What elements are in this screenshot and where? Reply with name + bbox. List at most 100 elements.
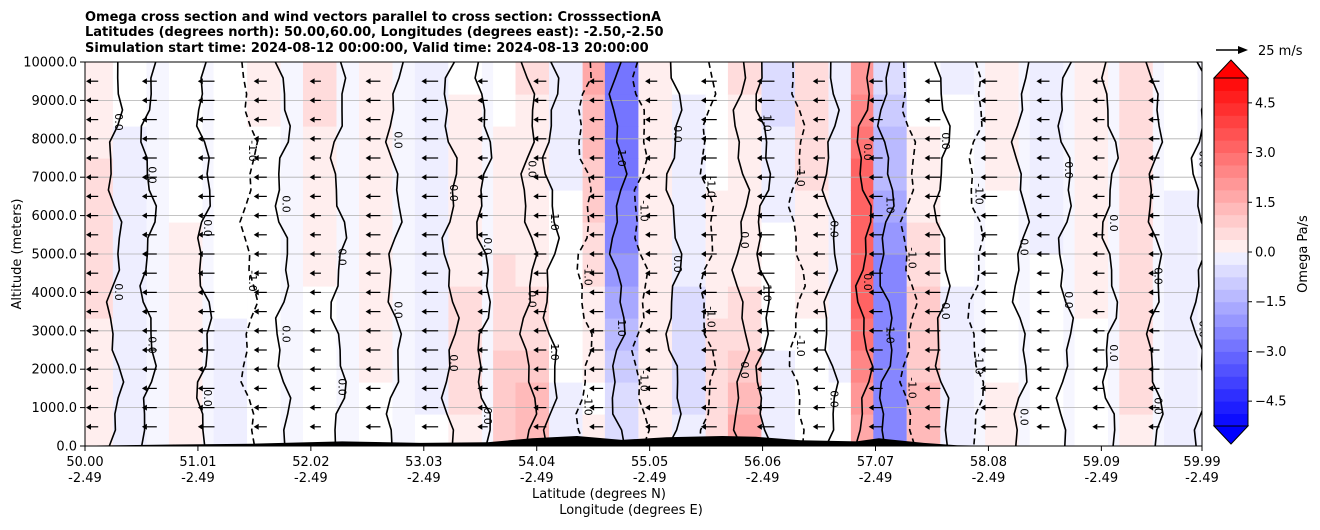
- contour-label: -1.0: [704, 306, 717, 327]
- omega-cell: [303, 350, 337, 383]
- omega-cell: [1074, 286, 1109, 319]
- colorbar-segment: [1214, 115, 1248, 129]
- y-tick-label: 6000.0: [32, 209, 78, 224]
- wind-vector-head: [756, 116, 762, 123]
- wind-vector-head: [589, 212, 595, 219]
- x-tick-label-latitude: 54.04: [518, 455, 555, 470]
- omega-cell: [940, 222, 974, 255]
- wind-vector-head: [868, 423, 874, 430]
- contour-label: 0.0: [1196, 150, 1209, 168]
- omega-cell: [672, 318, 706, 351]
- omega-cell: [113, 158, 147, 191]
- colorbar-segment: [1214, 339, 1248, 352]
- wind-vector-head: [924, 174, 930, 181]
- omega-cell: [1164, 222, 1198, 255]
- omega-cell: [549, 254, 583, 287]
- x-tick-label-longitude: -2.49: [633, 471, 667, 486]
- contour-label: 0.0: [335, 248, 348, 266]
- wind-vector-head: [253, 212, 259, 219]
- wind-vector-head: [1148, 212, 1154, 219]
- omega-cell: [1119, 158, 1153, 191]
- wind-vector-head: [309, 327, 315, 334]
- wind-vector-head: [533, 423, 539, 430]
- wind-vector-head: [533, 270, 539, 277]
- omega-cell: [940, 318, 974, 351]
- x-tick-label-latitude: 56.06: [744, 455, 781, 470]
- wind-vector-head: [309, 135, 315, 142]
- wind-vector-head: [924, 155, 930, 161]
- wind-vector-head: [812, 327, 818, 334]
- omega-cell: [414, 190, 449, 223]
- wind-vector-head: [645, 366, 651, 373]
- contour-line: [899, 62, 919, 446]
- wind-vector-head: [253, 231, 259, 238]
- wind-vector-head: [589, 116, 595, 123]
- wind-vector-head: [812, 174, 818, 181]
- wind-vector-head: [1092, 404, 1098, 411]
- wind-vector-head: [477, 193, 483, 200]
- colorbar-segment: [1214, 177, 1248, 191]
- colorbar-segment: [1214, 264, 1248, 278]
- omega-cell: [213, 286, 248, 319]
- omega-cell: [448, 382, 482, 415]
- omega-cell: [1119, 414, 1153, 446]
- wind-vector-head: [868, 366, 874, 373]
- wind-vector-head: [197, 404, 203, 411]
- wind-vector-head: [141, 193, 147, 200]
- omega-cell: [359, 286, 393, 319]
- omega-cell: [940, 350, 974, 383]
- wind-vector-head: [700, 174, 706, 181]
- wind-vector-head: [700, 212, 706, 219]
- colorbar-segment: [1214, 227, 1248, 240]
- omega-cell: [414, 62, 449, 95]
- omega-cell: [1074, 62, 1109, 95]
- wind-vector-head: [812, 116, 818, 123]
- omega-cell: [873, 190, 907, 223]
- omega-cell: [549, 62, 583, 95]
- contour-label: 0.0: [1018, 238, 1031, 256]
- wind-vector-head: [365, 347, 371, 353]
- wind-vector-head: [86, 385, 91, 392]
- wind-vector-head: [645, 116, 651, 123]
- wind-vector-head: [365, 174, 371, 181]
- wind-vector-head: [589, 366, 595, 373]
- contour-label: -1.0: [794, 165, 807, 186]
- omega-cell: [604, 382, 639, 415]
- wind-vector-head: [924, 193, 930, 200]
- wind-vector-head: [868, 212, 874, 219]
- wind-vector-head: [253, 308, 259, 315]
- wind-vector-head: [700, 289, 706, 296]
- wind-vector-head: [756, 78, 762, 85]
- wind-vector-head: [365, 423, 371, 430]
- omega-cell: [761, 222, 795, 255]
- wind-vector-head: [477, 404, 483, 411]
- contour-label: -1.0: [906, 377, 919, 398]
- contour-label: 0.0: [827, 390, 840, 408]
- x-tick-label-longitude: -2.49: [859, 471, 893, 486]
- contour-label: 0.0: [481, 237, 494, 255]
- wind-vector-head: [533, 366, 539, 373]
- wind-vector-head: [980, 366, 986, 373]
- wind-vector-head: [141, 116, 147, 123]
- wind-vector-head: [645, 385, 651, 392]
- omega-cell: [727, 158, 762, 191]
- contour-label: 0.0: [335, 378, 348, 396]
- wind-vector-head: [477, 135, 483, 142]
- wind-vector-head: [309, 97, 315, 104]
- omega-cell: [549, 158, 583, 191]
- wind-vector-head: [700, 97, 706, 104]
- wind-vector-head: [253, 366, 259, 373]
- omega-cell: [940, 62, 974, 95]
- wind-vector-head: [700, 308, 706, 315]
- omega-cell: [638, 350, 672, 383]
- wind-vector-head: [589, 308, 595, 315]
- wind-vector-head: [868, 404, 874, 411]
- omega-cell: [85, 94, 113, 127]
- contour-line: [854, 62, 874, 446]
- wind-vector-head: [1036, 174, 1042, 181]
- contour-line: [1010, 62, 1031, 446]
- omega-cell: [549, 126, 583, 159]
- wind-vector-head: [86, 231, 91, 238]
- contour-label: 0.0: [939, 132, 952, 150]
- omega-cell: [414, 350, 449, 383]
